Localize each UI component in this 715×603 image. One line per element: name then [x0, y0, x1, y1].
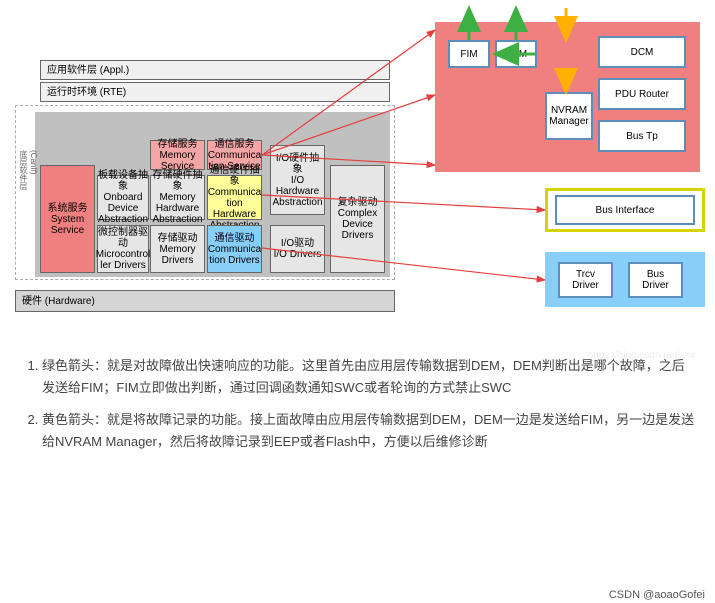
memory-service: 存储服务Memory Service [150, 140, 205, 170]
dem-box: DEM [495, 40, 537, 68]
memory-drivers: 存储驱动MemoryDrivers [150, 225, 205, 273]
system-service: 系统服务System Service [40, 165, 95, 273]
busif-box: Bus Interface [555, 195, 695, 225]
architecture-diagram: 应用软件层 (Appl.) 运行时环境 (RTE) (CanIf)底层软件层 系… [0, 0, 715, 345]
pdur-box: PDU Router [598, 78, 686, 110]
memory-hw-abstraction: 存储硬件抽象MemoryHardwareAbstraction [150, 175, 205, 220]
bustp-box: Bus Tp [598, 120, 686, 152]
notes-section: 绿色箭头：就是对故障做出快速响应的功能。这里首先由应用层传输数据到DEM，DEM… [0, 345, 715, 453]
nvram-box: NVRAMManager [545, 92, 593, 140]
com-hw-abstraction: 通信硬件抽象CommunicationHardwareAbstraction [207, 175, 262, 220]
onboard-abstraction: 板载设备抽象OnboardDeviceAbstraction [97, 175, 149, 220]
rte-layer: 运行时环境 (RTE) [40, 82, 390, 102]
watermark: https://blog.csdn.net/xxx [588, 350, 695, 361]
com-drivers: 通信驱动Communication Drivers [207, 225, 262, 273]
hardware-layer: 硬件 (Hardware) [15, 290, 395, 312]
trcv-box: TrcvDriver [558, 262, 613, 298]
appl-layer: 应用软件层 (Appl.) [40, 60, 390, 80]
io-drivers: I/O驱动I/O Drivers [270, 225, 325, 273]
mcu-drivers: 微控制器驱动Microcontroller Drivers [97, 225, 149, 273]
busdrv-box: BusDriver [628, 262, 683, 298]
footer-credit: CSDN @aoaoGofei [609, 589, 705, 601]
dcm-box: DCM [598, 36, 686, 68]
io-hw-abstraction: I/O硬件抽象I/OHardwareAbstraction [270, 145, 325, 215]
note-1: 绿色箭头：就是对故障做出快速响应的功能。这里首先由应用层传输数据到DEM，DEM… [42, 355, 695, 399]
complex-device-drivers: 复杂驱动ComplexDeviceDrivers [330, 165, 385, 273]
side-label: (CanIf)底层软件层 [18, 150, 38, 190]
note-2: 黄色箭头：就是将故障记录的功能。接上面故障由应用层传输数据到DEM，DEM一边是… [42, 409, 695, 453]
fim-box: FIM [448, 40, 490, 68]
